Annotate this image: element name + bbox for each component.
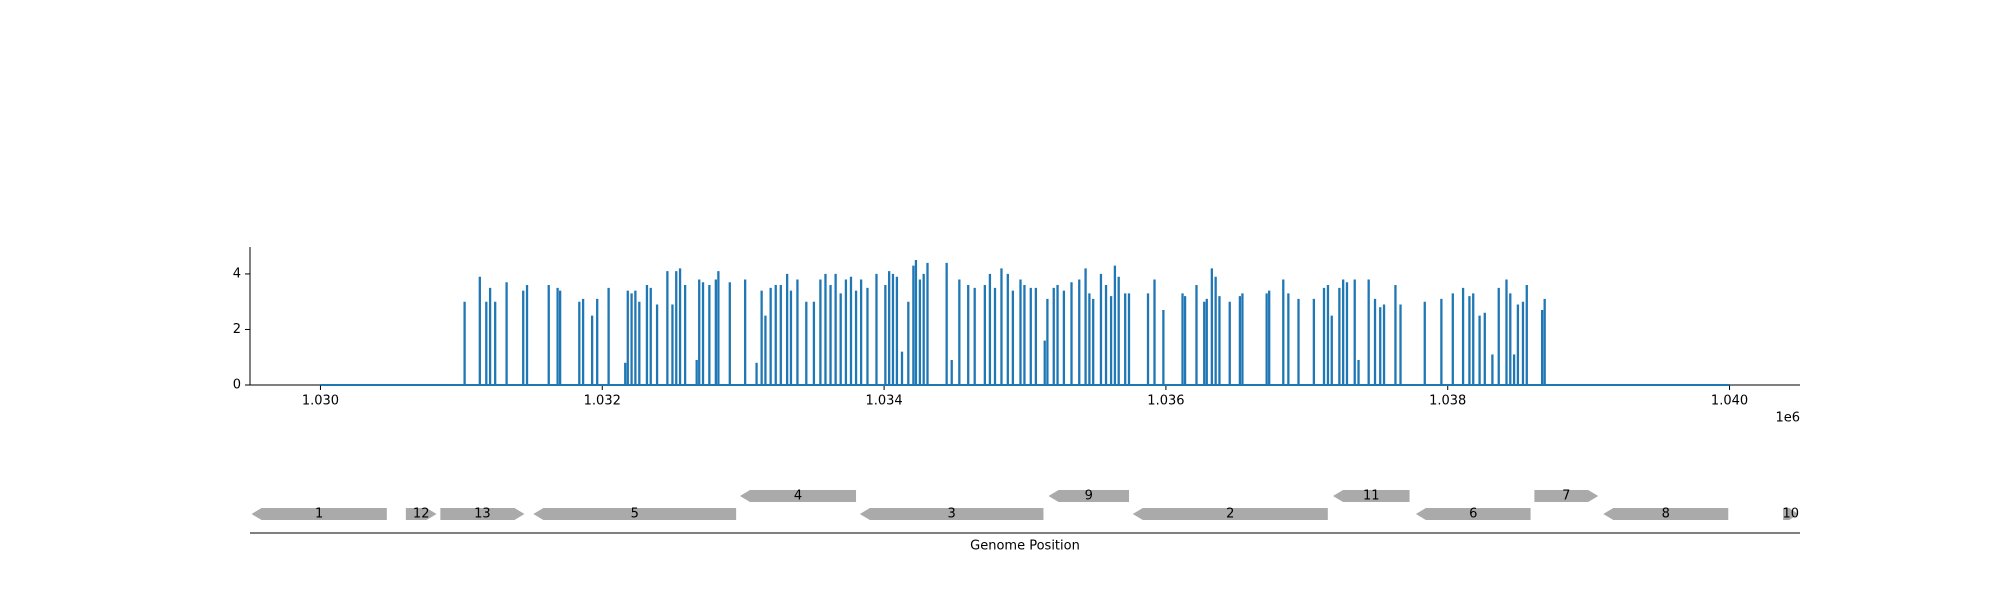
gene-feature (859, 508, 1044, 520)
gene-label: 13 (474, 507, 491, 522)
gene-feature (1415, 508, 1531, 520)
gene-label: 2 (1226, 507, 1234, 522)
gene-label: 12 (413, 507, 430, 522)
x-tick-label: 1.040 (1711, 394, 1748, 409)
gene-label: 7 (1562, 489, 1570, 504)
gene-label: 1 (315, 507, 323, 522)
gene-feature (1048, 490, 1129, 502)
gene-feature (1783, 508, 1799, 520)
x-offset-label: 1e6 (1775, 411, 1800, 426)
gene-label: 8 (1662, 507, 1670, 522)
gene-feature (1534, 490, 1599, 502)
x-tick-label: 1.038 (1429, 394, 1466, 409)
x-tick-label: 1.034 (865, 394, 902, 409)
gene-feature (405, 508, 437, 520)
gene-feature (440, 508, 525, 520)
feature-axis-label: Genome Position (970, 539, 1080, 554)
y-tick-label: 4 (233, 266, 241, 281)
gene-feature (1132, 508, 1328, 520)
y-tick-label: 0 (233, 378, 241, 393)
gene-label: 4 (794, 489, 802, 504)
gene-label: 5 (631, 507, 639, 522)
gene-label: 9 (1085, 489, 1093, 504)
y-tick-label: 2 (233, 322, 241, 337)
gene-feature (1333, 490, 1410, 502)
x-tick-label: 1.032 (584, 394, 621, 409)
gene-label: 10 (1782, 507, 1799, 522)
gene-feature (533, 508, 737, 520)
gene-feature (1603, 508, 1729, 520)
gene-label: 3 (948, 507, 956, 522)
gene-feature (739, 490, 857, 502)
gene-feature (251, 508, 387, 520)
x-tick-label: 1.036 (1147, 394, 1184, 409)
gene-label: 6 (1469, 507, 1477, 522)
gene-label: 11 (1363, 489, 1380, 504)
x-tick-label: 1.030 (302, 394, 339, 409)
